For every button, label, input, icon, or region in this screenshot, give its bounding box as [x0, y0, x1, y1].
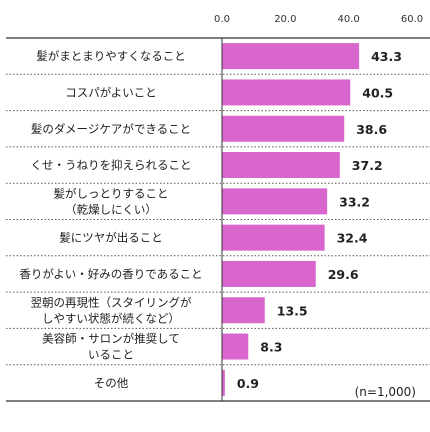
bar — [222, 224, 325, 251]
bar — [222, 79, 351, 106]
value-label: 8.3 — [260, 340, 282, 355]
x-tick-label: 0.0 — [214, 14, 230, 25]
category-label: 香りがよい・好みの香りであること — [19, 267, 202, 281]
category-label: 翌朝の再現性（スタイリングが — [31, 295, 192, 309]
x-tick-label: 40.0 — [338, 14, 360, 25]
category-label: いること — [88, 348, 134, 362]
value-label: 13.5 — [277, 303, 308, 318]
value-label: 37.2 — [352, 158, 383, 173]
x-tick-labels: 0.0 20.0 40.0 60.0 — [214, 14, 423, 25]
value-label: 43.3 — [371, 49, 402, 64]
sample-size-note: (n=1,000) — [355, 385, 416, 399]
category-label: 髪がまとまりやすくなること — [36, 49, 186, 63]
category-label: （乾燥しにくい） — [65, 202, 157, 216]
value-label: 32.4 — [337, 231, 368, 246]
bar — [222, 297, 265, 324]
bar — [222, 43, 360, 70]
bar — [222, 333, 249, 360]
category-label: しやすい状態が続くなど） — [42, 311, 180, 325]
axes — [6, 37, 430, 402]
x-tick-label: 20.0 — [274, 14, 296, 25]
bar — [222, 260, 316, 287]
value-label: 0.9 — [237, 376, 259, 391]
category-label: くせ・うねりを抑えられること — [31, 158, 192, 172]
value-label: 29.6 — [328, 267, 359, 282]
value-label: 40.5 — [362, 85, 393, 100]
bar — [222, 369, 225, 396]
category-label: 美容師・サロンが推奨して — [42, 332, 180, 346]
category-label: その他 — [94, 376, 129, 390]
value-label: 38.6 — [356, 122, 387, 137]
value-label: 33.2 — [339, 194, 370, 209]
bar — [222, 115, 345, 142]
chart-rows: 髪がまとまりやすくなること 43.3 コスパがよいこと 40.5 髪のダメージケアができ… — [6, 43, 430, 396]
category-label: 髪がしっとりすること — [54, 186, 169, 200]
category-label: コスパがよいこと — [65, 85, 156, 99]
category-label: 髪にツヤが出ること — [59, 231, 163, 245]
bar — [222, 152, 340, 179]
bar — [222, 188, 328, 215]
x-tick-label: 60.0 — [401, 14, 423, 25]
category-label: 髪のダメージケアができること — [31, 122, 191, 136]
